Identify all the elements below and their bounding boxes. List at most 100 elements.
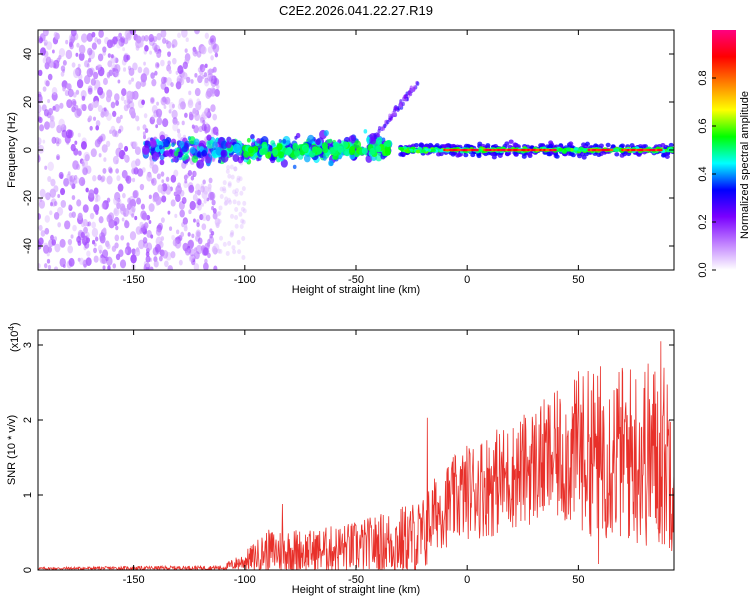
noise-cell <box>187 99 194 109</box>
noise-cell <box>38 111 41 117</box>
noise-cell <box>188 111 193 118</box>
noise-cell <box>78 150 82 156</box>
noise-cell <box>236 239 241 245</box>
noise-cell <box>230 231 235 237</box>
noise-cell <box>179 77 185 86</box>
noise-cell <box>170 174 177 183</box>
signal-cell <box>155 146 161 153</box>
noise-cell <box>170 82 174 88</box>
noise-cell <box>140 73 148 83</box>
noise-cell <box>132 190 138 199</box>
noise-cell <box>241 236 246 242</box>
noise-cell <box>103 109 109 117</box>
noise-cell <box>106 243 111 250</box>
noise-cell <box>114 70 120 78</box>
noise-cell <box>226 164 231 170</box>
noise-cell <box>118 142 123 150</box>
noise-cell <box>66 99 73 109</box>
noise-cell <box>217 210 222 216</box>
noise-cell <box>151 114 155 120</box>
noise-cell <box>208 187 212 192</box>
noise-cell <box>156 32 162 41</box>
noise-cell <box>64 90 69 97</box>
noise-cell <box>76 42 80 48</box>
noise-cell <box>57 138 62 145</box>
noise-cell <box>72 92 77 98</box>
noise-cell <box>44 121 50 130</box>
noise-cell <box>101 202 107 210</box>
noise-cell <box>149 159 155 166</box>
noise-cell <box>65 49 73 60</box>
colorbar-tick-label: 0.2 <box>697 214 709 229</box>
noise-cell <box>227 181 232 187</box>
noise-cell <box>179 209 185 218</box>
noise-cell <box>86 63 90 68</box>
noise-cell <box>236 177 241 183</box>
noise-cell <box>141 99 145 106</box>
noise-cell <box>204 63 208 69</box>
carrier-halo-cell <box>584 141 590 147</box>
signal-cell <box>237 156 244 164</box>
noise-cell <box>87 47 93 56</box>
noise-cell <box>149 266 154 270</box>
carrier-cell <box>573 146 579 151</box>
carrier-halo-cell <box>508 139 514 144</box>
noise-cell <box>94 37 99 43</box>
noise-cell <box>175 185 182 195</box>
noise-cell <box>180 101 186 110</box>
noise-cell <box>164 86 170 94</box>
noise-cell <box>151 78 157 87</box>
carrier-cell <box>421 149 426 153</box>
signal-core-cell <box>247 146 254 154</box>
noise-cell <box>191 233 195 239</box>
noise-cell <box>72 68 80 79</box>
noise-cell <box>58 118 65 128</box>
snr-y-multiplier: (x104) <box>7 322 21 352</box>
noise-cell <box>175 229 180 235</box>
noise-cell <box>96 64 101 71</box>
noise-cell <box>170 199 176 207</box>
noise-cell <box>59 102 64 109</box>
noise-cell <box>113 216 120 225</box>
noise-cell <box>203 198 207 204</box>
snr-line <box>38 341 674 570</box>
noise-cell <box>208 177 213 184</box>
noise-cell <box>80 231 85 239</box>
noise-cell <box>201 123 207 132</box>
noise-cell <box>57 222 62 228</box>
signal-core-cell <box>342 141 349 149</box>
spike-cell <box>386 119 390 125</box>
noise-cell <box>133 167 139 175</box>
noise-cell <box>42 242 49 252</box>
noise-cell <box>107 166 113 173</box>
signal-cell <box>369 136 377 145</box>
carrier-peak-cell <box>553 148 557 152</box>
noise-cell <box>194 190 198 195</box>
noise-cell <box>187 232 191 237</box>
signal-core-cell <box>302 145 309 153</box>
carrier-cell <box>614 148 620 152</box>
carrier-halo-cell <box>505 151 511 156</box>
noise-cell <box>53 185 59 193</box>
spectrogram-panel: -150 -100 -50 0 50 -40 -20 0 20 40 Height of str… <box>6 29 675 296</box>
noise-cell <box>87 221 92 227</box>
noise-cell <box>68 257 75 267</box>
x-tick-label: -150 <box>123 574 145 586</box>
noise-cell <box>229 164 234 170</box>
noise-cell <box>182 242 189 252</box>
noise-cell <box>58 171 64 179</box>
noise-cell <box>120 235 125 241</box>
noise-cell <box>188 209 192 215</box>
noise-cell <box>227 197 232 203</box>
noise-cell <box>194 247 198 252</box>
noise-cell <box>112 155 119 165</box>
noise-cell <box>242 208 247 214</box>
noise-cell <box>47 161 54 172</box>
noise-cell <box>212 113 218 121</box>
carrier-cell <box>562 150 567 154</box>
noise-cell <box>60 199 67 208</box>
noise-cell <box>95 120 101 127</box>
noise-cell <box>77 132 81 138</box>
x-tick-label: 0 <box>464 574 470 586</box>
signal-cell <box>225 141 232 149</box>
